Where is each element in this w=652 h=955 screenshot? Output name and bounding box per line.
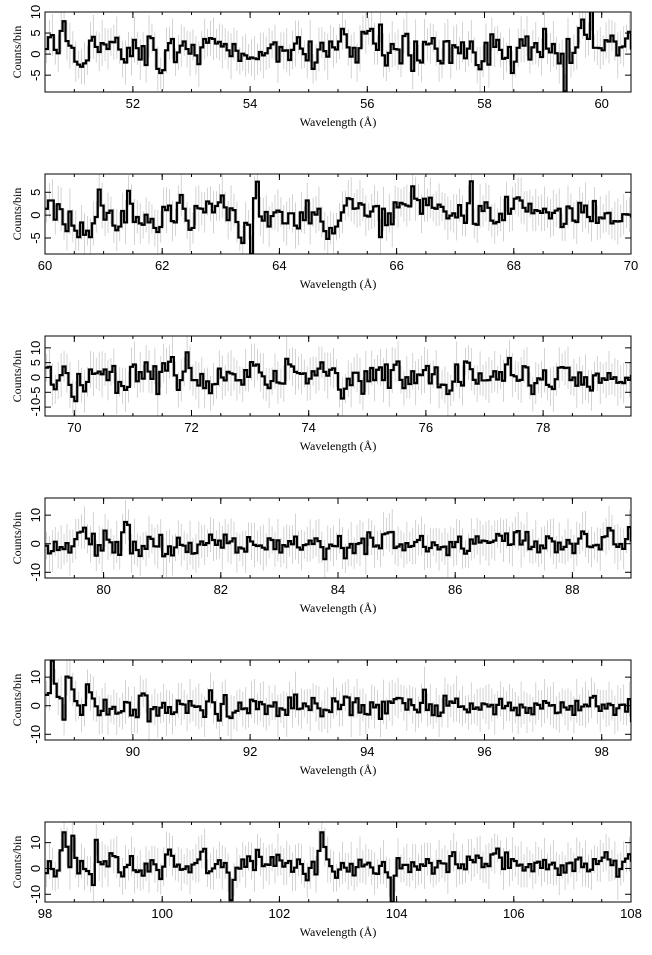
x-tick-label: 92 xyxy=(243,744,257,759)
x-axis-title: Wavelength (Å) xyxy=(300,439,377,453)
x-axis-title: Wavelength (Å) xyxy=(300,601,377,615)
plot-frame xyxy=(44,659,632,741)
x-tick-label: 70 xyxy=(67,420,81,435)
y-tick-label: -10 xyxy=(28,563,43,582)
x-tick-label: 56 xyxy=(360,96,374,111)
data-layer xyxy=(45,12,631,92)
x-axis-title: Wavelength (Å) xyxy=(300,277,377,291)
y-tick-label: 10 xyxy=(28,670,43,684)
error-bars xyxy=(46,336,630,416)
counts-step-series xyxy=(45,12,631,92)
x-tick-label: 94 xyxy=(360,744,374,759)
x-tick-label: 60 xyxy=(38,258,52,273)
counts-step-series xyxy=(45,831,631,902)
x-axis-title: Wavelength (Å) xyxy=(300,763,377,777)
y-tick-label: -5 xyxy=(28,69,43,81)
x-tick-label: 88 xyxy=(565,582,579,597)
x-tick-label: 62 xyxy=(155,258,169,273)
y-tick-label: 0 xyxy=(28,374,43,381)
counts-step-series xyxy=(45,660,631,723)
x-tick-label: 60 xyxy=(594,96,608,111)
counts-step-series xyxy=(45,351,631,403)
y-tick-label: -10 xyxy=(28,885,43,904)
x-tick-label: 84 xyxy=(331,582,345,597)
y-tick-label: 0 xyxy=(28,540,43,547)
y-tick-label: -10 xyxy=(28,398,43,417)
x-tick-label: 104 xyxy=(386,906,408,921)
x-tick-label: 98 xyxy=(38,906,52,921)
x-tick-label: 102 xyxy=(269,906,291,921)
error-bars xyxy=(46,822,630,902)
x-axis-title: Wavelength (Å) xyxy=(300,925,377,939)
x-tick-label: 100 xyxy=(151,906,173,921)
y-axis-title: Counts/bin xyxy=(10,350,24,403)
x-tick-label: 68 xyxy=(507,258,521,273)
y-axis-title: Counts/bin xyxy=(10,836,24,889)
x-tick-label: 54 xyxy=(243,96,257,111)
x-tick-label: 90 xyxy=(126,744,140,759)
counts-step-series xyxy=(45,180,631,254)
x-tick-label: 86 xyxy=(448,582,462,597)
x-tick-label: 70 xyxy=(624,258,638,273)
data-layer xyxy=(45,499,631,578)
panel-2: 60 62 64 66 68 70 -5 0 5 Wavelength (Å) Counts/bin xyxy=(10,173,638,291)
data-layer xyxy=(45,822,631,902)
counts-step-series xyxy=(45,520,631,561)
x-tick-label: 52 xyxy=(126,96,140,111)
y-tick-label: 10 xyxy=(28,341,43,355)
y-tick-label: -10 xyxy=(28,725,43,744)
x-tick-label: 78 xyxy=(536,420,550,435)
y-tick-label: 5 xyxy=(28,359,43,366)
y-axis-title: Counts/bin xyxy=(10,512,24,565)
y-tick-label: -5 xyxy=(28,232,43,244)
panel-4: 80 82 84 86 88 -10 0 10 Wavelength (Å) Counts/bin xyxy=(10,497,632,615)
panel-5: 90 92 94 96 98 -10 0 10 Wavelength (Å) Counts/bin xyxy=(10,659,632,777)
x-tick-label: 82 xyxy=(214,582,228,597)
x-tick-label: 108 xyxy=(620,906,642,921)
x-tick-label: 106 xyxy=(503,906,525,921)
y-tick-label: 10 xyxy=(28,835,43,849)
x-tick-label: 64 xyxy=(272,258,286,273)
x-tick-label: 58 xyxy=(477,96,491,111)
x-tick-label: 72 xyxy=(184,420,198,435)
x-tick-label: 96 xyxy=(477,744,491,759)
y-tick-label: 5 xyxy=(28,29,43,36)
panel-6: 98 100 102 104 106 108 -10 0 10 Wavelength (Å) Cou… xyxy=(10,821,642,939)
y-axis-title: Counts/bin xyxy=(10,188,24,241)
panel-3: 70 72 74 76 78 -10-5 0 5 10 Wavelength (Å) Counts/… xyxy=(10,335,632,453)
error-bars xyxy=(46,499,630,578)
panel-1: 52 54 56 58 60 -5 0 5 10 Wavelength (Å) Counts/bin xyxy=(10,5,632,129)
y-tick-label: 5 xyxy=(28,189,43,196)
x-tick-label: 66 xyxy=(389,258,403,273)
x-tick-label: 80 xyxy=(96,582,110,597)
y-axis-title: Counts/bin xyxy=(10,674,24,727)
y-tick-label: 0 xyxy=(28,702,43,709)
y-tick-label: -5 xyxy=(28,387,43,399)
y-tick-label: 0 xyxy=(28,50,43,57)
y-tick-label: 10 xyxy=(28,5,43,19)
x-tick-label: 98 xyxy=(594,744,608,759)
data-layer xyxy=(45,174,631,254)
x-tick-label: 74 xyxy=(301,420,315,435)
x-tick-label: 76 xyxy=(419,420,433,435)
y-tick-label: 10 xyxy=(28,508,43,522)
data-layer xyxy=(45,336,631,416)
y-tick-label: 0 xyxy=(28,865,43,872)
x-axis-title: Wavelength (Å) xyxy=(300,115,377,129)
data-layer xyxy=(45,660,631,740)
y-tick-label: 0 xyxy=(28,212,43,219)
y-axis-title: Counts/bin xyxy=(10,26,24,79)
